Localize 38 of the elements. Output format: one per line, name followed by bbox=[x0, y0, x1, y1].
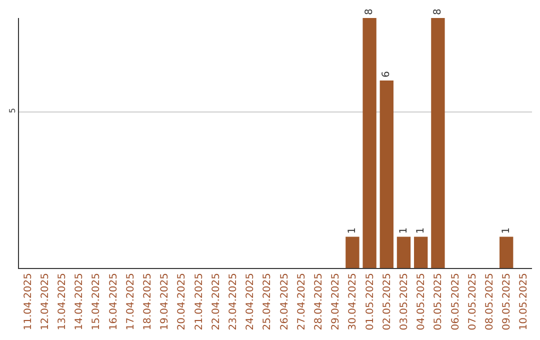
x-tick-label: 06.05.2025 bbox=[450, 273, 462, 330]
data-label: 1 bbox=[415, 227, 426, 234]
x-tick-label: 01.05.2025 bbox=[364, 273, 376, 330]
data-label: 1 bbox=[346, 227, 358, 234]
x-tick-label: 26.04.2025 bbox=[279, 273, 290, 330]
x-tick-label: 16.04.2025 bbox=[108, 273, 120, 330]
x-tick-label: 25.04.2025 bbox=[262, 273, 274, 330]
y-tick-label: 5 bbox=[8, 108, 17, 114]
x-tick-label: 21.04.2025 bbox=[194, 273, 205, 330]
data-label: 6 bbox=[381, 71, 392, 78]
x-tick-label: 19.04.2025 bbox=[160, 273, 171, 330]
x-tick-label: 28.04.2025 bbox=[314, 273, 324, 330]
x-tick-label: 14.04.2025 bbox=[74, 273, 86, 330]
x-tick-label: 29.04.2025 bbox=[330, 273, 342, 330]
x-tick-label: 02.05.2025 bbox=[382, 273, 393, 330]
data-label: 1 bbox=[500, 227, 512, 234]
x-tick-label: 17.04.2025 bbox=[125, 273, 136, 330]
x-tick-label: 18.04.2025 bbox=[142, 273, 154, 330]
data-label: 1 bbox=[398, 227, 410, 234]
x-tick-label: 27.04.2025 bbox=[296, 273, 308, 330]
x-tick-label: 11.04.2025 bbox=[22, 273, 34, 330]
x-tick-label: 23.04.2025 bbox=[228, 273, 239, 330]
x-tick-label: 30.04.2025 bbox=[348, 273, 359, 330]
x-tick-label: 12.04.2025 bbox=[40, 273, 51, 330]
x-tick-label: 22.04.2025 bbox=[210, 273, 222, 330]
data-label: 8 bbox=[364, 8, 376, 15]
x-tick-label: 04.05.2025 bbox=[416, 273, 428, 330]
x-tick-label: 20.04.2025 bbox=[176, 273, 188, 330]
x-tick-label: 09.05.2025 bbox=[502, 273, 513, 330]
x-tick-label: 13.04.2025 bbox=[57, 273, 68, 330]
x-tick-label: 10.05.2025 bbox=[518, 273, 530, 330]
x-tick-label: 03.05.2025 bbox=[399, 273, 410, 330]
x-tick-label: 05.05.2025 bbox=[433, 273, 444, 330]
x-tick-label: 15.04.2025 bbox=[91, 273, 102, 330]
data-label: 8 bbox=[432, 8, 444, 15]
x-tick-label: 08.05.2025 bbox=[484, 273, 496, 330]
x-tick-label: 07.05.2025 bbox=[467, 273, 478, 330]
x-tick-label: 24.04.2025 bbox=[245, 273, 256, 330]
